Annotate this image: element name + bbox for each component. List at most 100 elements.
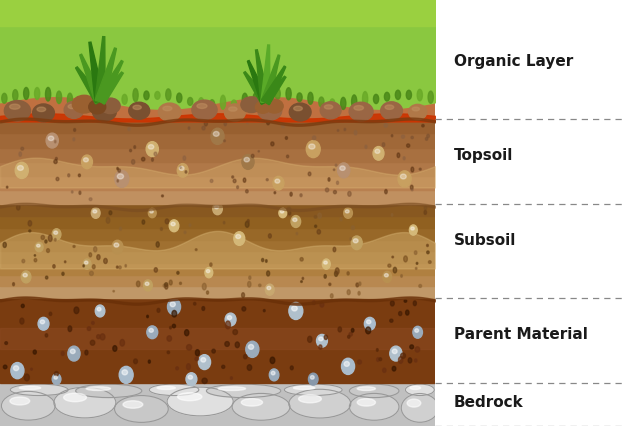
Ellipse shape [320,302,324,307]
Ellipse shape [144,91,149,100]
Ellipse shape [384,273,388,277]
Ellipse shape [266,178,269,181]
Ellipse shape [45,240,47,243]
Ellipse shape [222,365,225,368]
Ellipse shape [281,122,285,128]
Ellipse shape [357,387,376,391]
Ellipse shape [202,283,206,290]
Ellipse shape [68,174,69,177]
Ellipse shape [409,104,427,120]
Ellipse shape [364,317,375,330]
Ellipse shape [225,342,229,346]
Ellipse shape [354,130,357,135]
Ellipse shape [330,99,335,109]
Ellipse shape [284,384,342,395]
Ellipse shape [96,335,100,339]
Ellipse shape [410,345,414,349]
Ellipse shape [307,336,312,343]
Polygon shape [96,60,123,104]
Ellipse shape [21,147,24,150]
Ellipse shape [14,366,19,371]
Ellipse shape [46,276,48,279]
Ellipse shape [71,191,73,193]
Ellipse shape [237,186,239,189]
Ellipse shape [150,210,153,213]
Ellipse shape [324,105,333,109]
Ellipse shape [188,98,193,105]
Ellipse shape [415,347,419,352]
Ellipse shape [16,204,20,210]
Ellipse shape [383,271,392,282]
Ellipse shape [207,384,281,397]
Ellipse shape [233,330,237,334]
Ellipse shape [242,93,247,105]
Ellipse shape [334,271,337,276]
Ellipse shape [342,358,354,374]
Ellipse shape [321,102,341,119]
Ellipse shape [302,277,304,279]
Ellipse shape [406,384,434,395]
Ellipse shape [317,334,327,347]
Ellipse shape [398,171,411,187]
Ellipse shape [309,144,315,149]
Ellipse shape [109,211,112,215]
Ellipse shape [406,90,411,99]
Ellipse shape [163,106,172,111]
Ellipse shape [169,280,172,285]
Ellipse shape [116,266,118,268]
Ellipse shape [207,291,208,294]
Ellipse shape [357,399,376,406]
Ellipse shape [293,218,297,222]
Text: Bedrock: Bedrock [454,395,523,410]
Ellipse shape [213,132,219,136]
Polygon shape [247,60,270,104]
Ellipse shape [78,97,83,109]
Ellipse shape [91,322,95,324]
Ellipse shape [128,127,130,131]
Ellipse shape [319,97,324,107]
Ellipse shape [407,399,421,407]
Ellipse shape [385,105,394,109]
Polygon shape [262,76,286,105]
Ellipse shape [210,100,215,109]
Ellipse shape [391,213,393,216]
Ellipse shape [188,127,190,130]
Ellipse shape [247,219,249,223]
Ellipse shape [192,100,217,120]
Ellipse shape [89,99,95,109]
Ellipse shape [106,217,110,223]
Ellipse shape [401,353,406,358]
Ellipse shape [350,238,351,240]
Bar [0,119,435,133]
Ellipse shape [384,123,387,127]
Ellipse shape [83,259,91,269]
Ellipse shape [422,124,424,127]
Ellipse shape [73,245,75,248]
Ellipse shape [392,256,394,258]
Ellipse shape [242,293,245,298]
Polygon shape [76,67,105,104]
Ellipse shape [202,378,207,383]
Ellipse shape [34,259,37,262]
Ellipse shape [344,362,349,366]
Ellipse shape [349,332,352,336]
Ellipse shape [308,92,313,104]
Ellipse shape [90,271,93,276]
Ellipse shape [341,97,346,109]
Ellipse shape [177,93,182,103]
Ellipse shape [288,211,291,215]
Ellipse shape [275,88,280,99]
Ellipse shape [95,305,105,317]
Ellipse shape [411,136,413,139]
Text: Parent Material: Parent Material [454,327,588,342]
Ellipse shape [70,349,75,354]
Ellipse shape [333,247,336,252]
Ellipse shape [64,101,84,118]
Bar [0,190,435,204]
Ellipse shape [33,104,54,122]
Bar [0,148,435,162]
Ellipse shape [220,95,225,109]
Ellipse shape [289,389,351,418]
Ellipse shape [290,366,293,370]
Ellipse shape [377,358,379,362]
